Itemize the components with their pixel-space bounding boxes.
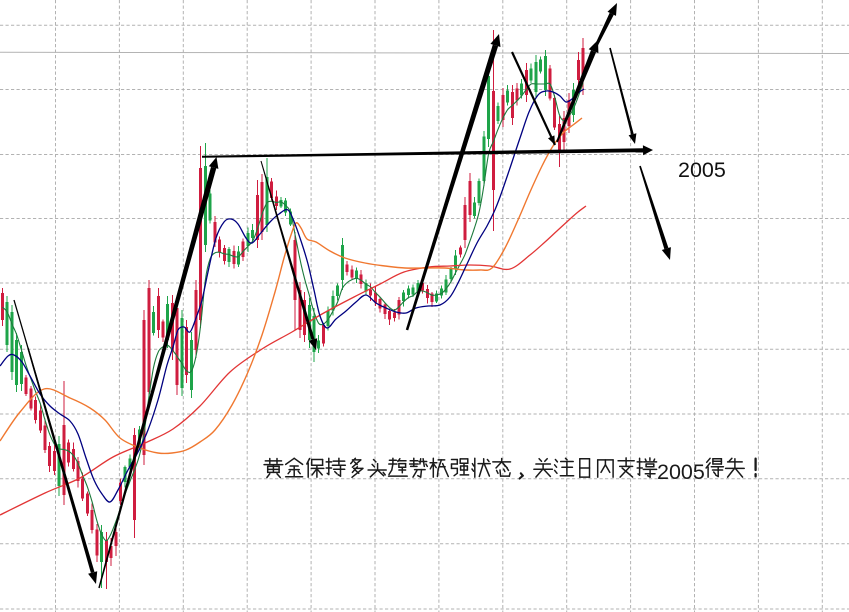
svg-text:2005: 2005: [657, 460, 705, 484]
svg-text:2005: 2005: [678, 158, 726, 182]
